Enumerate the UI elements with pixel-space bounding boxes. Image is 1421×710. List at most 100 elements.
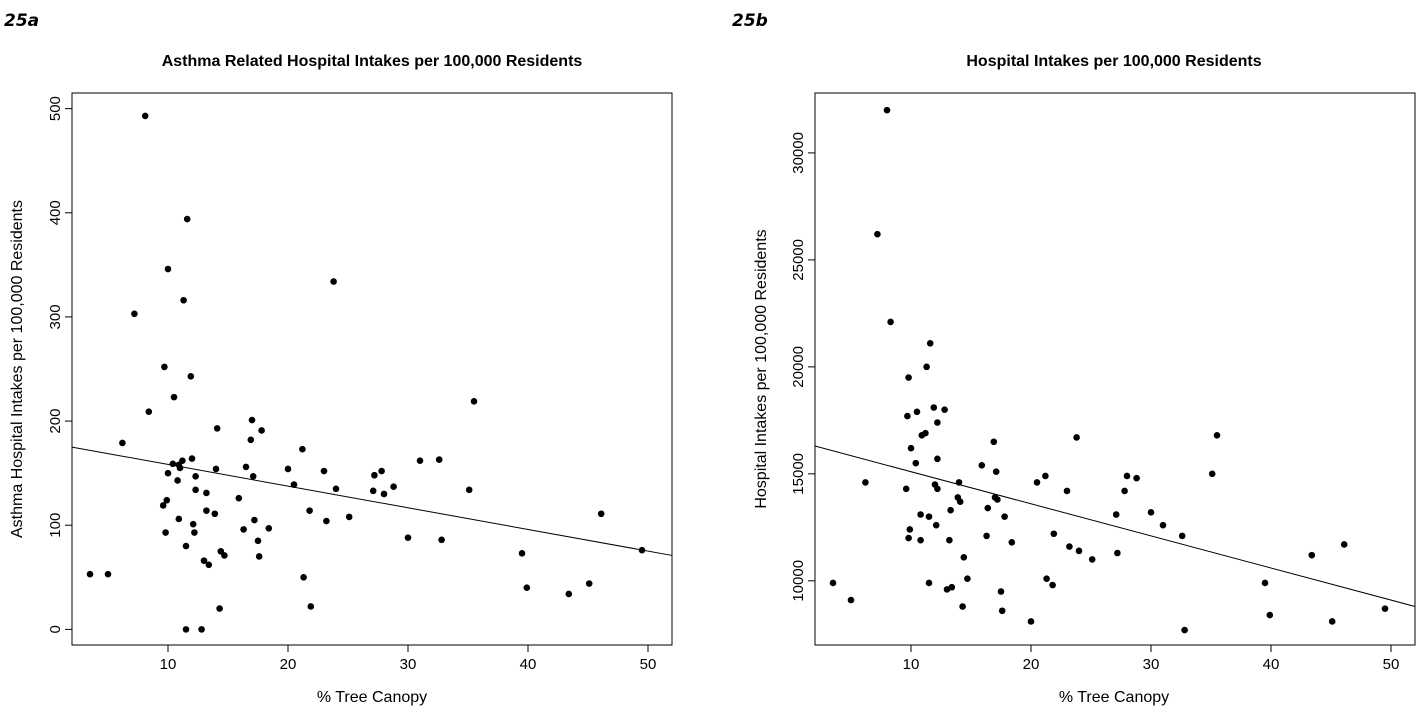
data-point-25b [906, 526, 914, 533]
data-point-25a [290, 481, 298, 488]
data-point-25b [1133, 474, 1140, 482]
data-point-25a [438, 536, 445, 544]
data-point-25b [1027, 618, 1035, 625]
data-point-25b [1073, 434, 1080, 441]
panel-label-25a: 25a [4, 11, 39, 31]
data-point-25a [345, 513, 353, 521]
data-point-25a [332, 485, 340, 493]
y-tick-label-25a: 0 [47, 625, 64, 633]
data-point-25b [1213, 432, 1221, 439]
data-point-25a [247, 436, 255, 444]
data-point-25a [163, 496, 171, 504]
data-point-25b [1049, 581, 1056, 589]
x-tick-label-25b: 50 [1383, 656, 1400, 673]
data-point-25a [390, 483, 397, 490]
trendline-25a [71, 446, 673, 556]
data-point-25a [235, 494, 243, 502]
data-point-25b [1208, 470, 1216, 478]
y-tick-label-25a: 400 [47, 200, 64, 225]
data-point-25b [1066, 543, 1073, 550]
data-point-25b [902, 485, 910, 493]
x-tick-label-25a: 30 [400, 656, 417, 673]
data-point-25b [983, 532, 990, 540]
data-point-25b [1266, 611, 1274, 619]
data-point-25a [180, 296, 187, 304]
data-point-25a [205, 561, 213, 569]
data-point-25b [1043, 575, 1050, 582]
data-point-25b [904, 412, 911, 420]
data-point-25a [213, 425, 221, 432]
data-point-25b [960, 553, 968, 561]
data-point-25a [119, 439, 126, 447]
data-point-25b [1008, 539, 1016, 546]
data-point-25a [192, 472, 199, 480]
data-point-25b [913, 408, 921, 416]
data-point-25a [159, 502, 167, 509]
data-point-25a [203, 489, 210, 497]
y-tick-label-25b: 15000 [790, 453, 807, 495]
y-axis-label-25a: Asthma Hospital Intakes per 100,000 Resi… [9, 200, 26, 538]
data-point-25a [284, 465, 292, 473]
points-25b [829, 106, 1389, 634]
chart-25a: 25a Asthma Related Hospital Intakes per … [4, 11, 673, 706]
y-tick-label-25a: 300 [47, 304, 64, 329]
data-point-25b [934, 485, 941, 493]
data-point-25b [862, 479, 869, 486]
data-point-25a [86, 570, 94, 578]
data-point-25b [1112, 511, 1120, 518]
data-point-25a [416, 457, 424, 464]
data-point-25a [585, 580, 593, 587]
data-point-25a [435, 456, 443, 463]
data-point-25a [306, 507, 313, 514]
data-point-25b [1121, 487, 1128, 495]
x-tick-label-25b: 30 [1143, 656, 1160, 673]
data-point-25a [131, 310, 138, 318]
data-point-25b [1181, 626, 1188, 634]
data-point-25b [984, 504, 992, 512]
x-tick-label-25b: 10 [903, 656, 920, 673]
data-point-25b [1261, 579, 1269, 587]
data-point-25a [104, 570, 112, 578]
data-point-25a [221, 552, 228, 559]
data-point-25b [956, 498, 964, 505]
data-point-25b [932, 521, 940, 529]
data-point-25a [565, 590, 573, 598]
data-point-25a [323, 517, 330, 525]
data-point-25a [320, 467, 328, 475]
y-tick-label-25a: 500 [47, 96, 64, 121]
data-point-25a [240, 526, 247, 533]
data-point-25a [212, 465, 220, 473]
data-point-25a [369, 487, 377, 495]
data-point-25b [946, 536, 953, 544]
data-point-25a [170, 393, 178, 401]
data-point-25b [874, 230, 881, 238]
x-tick-label-25b: 20 [1023, 656, 1040, 673]
y-tick-label-25b: 30000 [790, 132, 807, 174]
x-axis-label-25b: % Tree Canopy [1059, 689, 1169, 706]
data-point-25a [251, 516, 258, 524]
y-tick-label-25a: 200 [47, 409, 64, 434]
data-point-25b [922, 429, 929, 437]
y-axis-label-25b: Hospital Intakes per 100,000 Residents [753, 229, 770, 508]
data-point-25a [145, 408, 153, 416]
data-point-25a [597, 510, 605, 518]
data-point-25b [990, 438, 998, 446]
data-point-25a [161, 363, 168, 371]
data-point-25b [948, 583, 956, 591]
x-tick-label-25a: 20 [280, 656, 297, 673]
data-point-25b [1033, 479, 1041, 486]
y-tick-label-25b: 10000 [790, 560, 807, 602]
data-point-25b [925, 513, 933, 520]
data-point-25b [1050, 530, 1058, 538]
data-point-25b [994, 496, 1001, 503]
data-point-25b [829, 579, 837, 587]
data-point-25a [307, 603, 315, 610]
data-point-25b [998, 607, 1006, 615]
data-point-25a [254, 537, 262, 545]
data-point-25b [1381, 605, 1389, 612]
data-point-25b [934, 419, 941, 426]
panel-label-25b: 25b [732, 11, 768, 31]
data-point-25b [917, 536, 924, 544]
data-point-25a [182, 542, 190, 550]
data-point-25b [1075, 547, 1083, 555]
